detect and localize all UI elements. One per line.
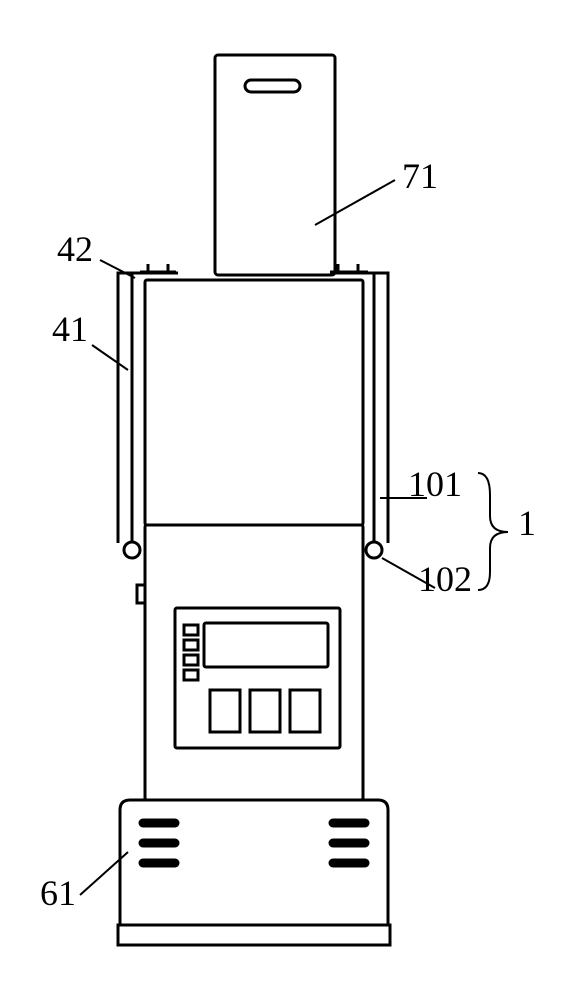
side-button-2 (184, 640, 198, 650)
display (204, 623, 328, 667)
part-41-right (330, 273, 388, 558)
big-button-1 (210, 690, 240, 732)
part-71-slot (245, 80, 300, 92)
vents (140, 820, 368, 866)
base-cap (118, 925, 390, 945)
label-101: 101 (408, 463, 462, 505)
control-panel (175, 608, 340, 748)
label-71: 71 (402, 155, 438, 197)
label-41: 41 (52, 308, 88, 350)
label-61: 61 (40, 872, 76, 914)
label-1: 1 (518, 502, 536, 544)
part-41-left (118, 273, 178, 558)
big-button-2 (250, 690, 280, 732)
side-nub (137, 585, 145, 603)
label-42: 42 (57, 228, 93, 270)
brace-1 (478, 473, 508, 590)
part-101 (145, 280, 363, 525)
part-71 (215, 55, 335, 275)
technical-diagram (0, 0, 578, 1000)
side-button-4 (184, 670, 198, 680)
label-102: 102 (418, 558, 472, 600)
part-102 (145, 525, 363, 800)
part-42-left (140, 264, 176, 272)
side-button-3 (184, 655, 198, 665)
big-button-3 (290, 690, 320, 732)
side-button-1 (184, 625, 198, 635)
